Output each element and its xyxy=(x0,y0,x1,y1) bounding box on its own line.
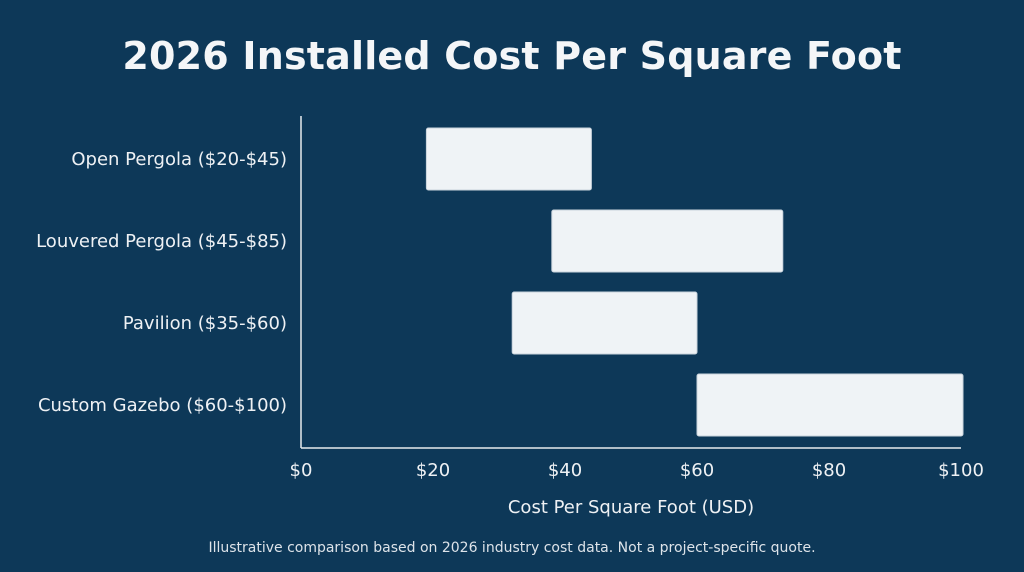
category-label-0: Open Pergola ($20-$45) xyxy=(71,149,287,170)
x-tick-label-1: $20 xyxy=(416,460,450,481)
x-axis-title: Cost Per Square Foot (USD) xyxy=(508,497,754,518)
category-label-2: Pavilion ($35-$60) xyxy=(123,313,287,334)
x-tick-label-2: $40 xyxy=(548,460,582,481)
x-tick-label-3: $60 xyxy=(680,460,714,481)
range-bar-0 xyxy=(425,127,592,191)
range-bar-1 xyxy=(551,209,784,273)
x-tick-label-0: $0 xyxy=(290,460,313,481)
range-bar-3 xyxy=(696,373,964,437)
chart-title: 2026 Installed Cost Per Square Foot xyxy=(122,34,902,78)
bars-layer xyxy=(425,127,964,437)
category-label-3: Custom Gazebo ($60-$100) xyxy=(38,395,287,416)
axis-layer xyxy=(300,116,961,449)
range-bar-2 xyxy=(511,291,698,355)
x-tick-label-5: $100 xyxy=(938,460,984,481)
category-labels: Open Pergola ($20-$45) Louvered Pergola (… xyxy=(36,149,287,416)
x-tick-label-4: $80 xyxy=(812,460,846,481)
x-tick-labels: $0 $20 $40 $60 $80 $100 xyxy=(290,460,984,481)
category-label-1: Louvered Pergola ($45-$85) xyxy=(36,231,287,252)
footnote: Illustrative comparison based on 2026 in… xyxy=(208,540,816,556)
